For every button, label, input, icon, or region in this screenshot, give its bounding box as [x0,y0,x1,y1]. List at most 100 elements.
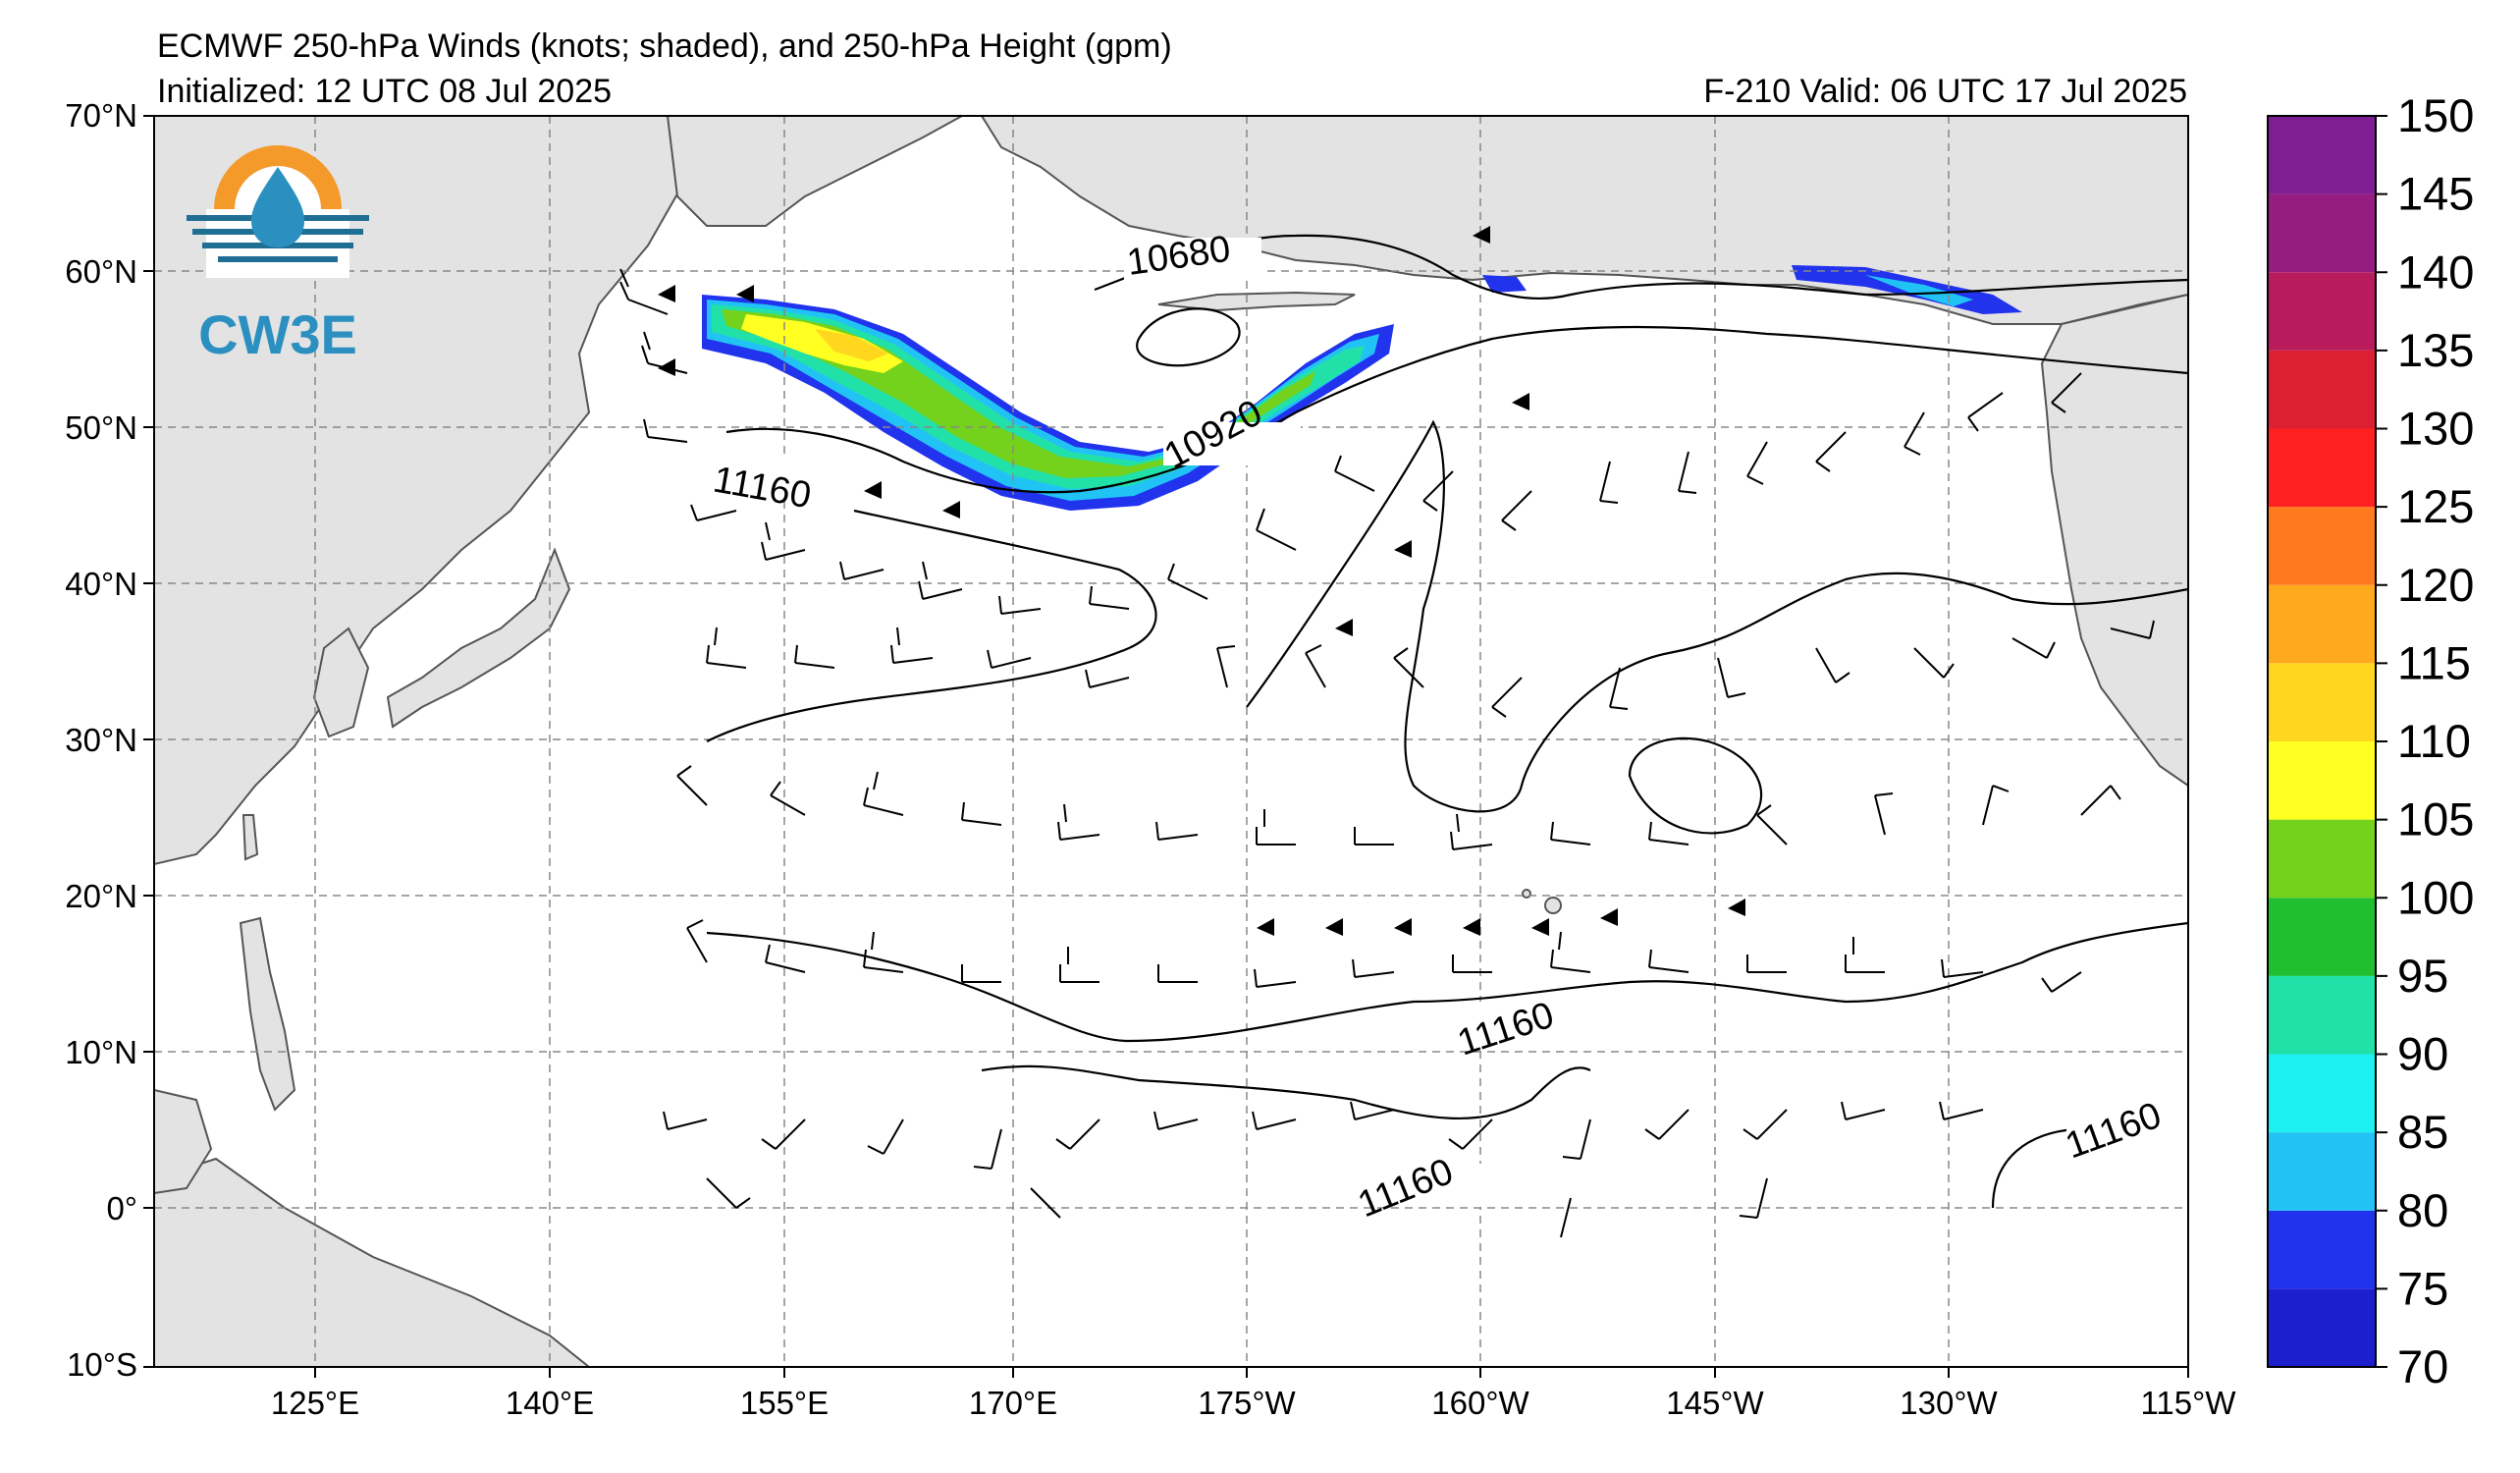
lon-ticks [314,1367,2189,1378]
wind-barb [1085,669,1130,688]
colorbar-tick-label: 110 [2397,715,2471,767]
wind-barb [1874,792,1894,836]
colorbar-labels: 70 75 80 85 90 95 100 105 110 115 120 125 130 135 140 1… [2397,89,2474,1392]
wind-barb [1939,1101,1984,1120]
wind-barb [1746,955,1787,973]
wind-barb [1057,803,1100,841]
wind-barb [1153,1111,1199,1130]
wind-barb [1350,1101,1395,1120]
wind-barb [863,931,904,973]
wind-barb [1560,1197,1572,1238]
wind-barb [1450,813,1493,850]
colorbar-tick-label: 100 [2397,871,2474,923]
wind-barb [619,268,669,315]
taiwan-land [241,814,259,861]
lat-label: 60°N [65,253,137,290]
wind-barb [1501,490,1532,531]
lon-label: 115°W [2141,1385,2237,1421]
wind-barb [973,1128,1002,1170]
wind-barb [1982,785,2010,826]
lat-label: 10°N [65,1034,137,1070]
wind-barb [987,649,1032,669]
lon-label: 155°E [740,1385,829,1421]
lat-label: 70°N [65,97,137,134]
wind-barb [1157,964,1198,983]
wind-barb [1059,947,1099,983]
lat-ticks [143,115,154,1368]
wind-barb [1354,827,1394,846]
wind-barb [2011,637,2056,659]
colorbar-tick-label: 95 [2397,950,2448,1002]
colorbar-tick-label: 150 [2397,89,2474,141]
colorbar-segment [2268,1132,2376,1211]
gulf-alaska-blue [1482,275,1527,293]
contour-11160-north [706,509,1157,742]
lat-label: 10°S [67,1346,137,1383]
wind-barb [1352,958,1395,978]
asia-land [154,116,689,866]
colorbar-segment [2268,663,2376,741]
colorbar-segment [2268,116,2376,194]
wind-barb [1216,645,1236,688]
map-frame [153,115,2189,1368]
wind-flag [1473,226,1490,244]
wind-barb [1452,955,1492,973]
wind-barb [1756,804,1788,846]
water-drop-sun-icon [251,167,304,247]
wind-barb [1167,563,1208,600]
colorbar-tick-label: 105 [2397,793,2474,846]
contour-11160-loop [1628,736,1763,835]
wind-barb [663,1111,708,1130]
wind-barb [1967,392,2004,432]
wind-barb [1550,931,1591,973]
wind-barb [839,561,885,580]
colorbar-tick-label: 125 [2397,480,2474,532]
wind-barb [1448,1118,1493,1150]
wind-flag [1335,619,1353,636]
colorbar-segment [2268,1288,2376,1367]
wind-barb [1491,677,1523,718]
lon-label: 170°E [969,1385,1057,1421]
lat-label: 30°N [65,722,137,758]
colorbar-tick-label: 85 [2397,1106,2448,1158]
wind-flag [1512,393,1529,410]
wind-barb [1609,667,1629,710]
wind-flag [1394,918,1412,936]
wind-flag [736,285,754,302]
wind-barb [1599,461,1619,504]
lat-label: 50°N [65,409,137,446]
valid-time: F-210 Valid: 06 UTC 17 Jul 2025 [1703,73,2187,110]
colorbar-tick-label: 115 [2397,636,2471,688]
colorbar-segment [2268,193,2376,273]
wind-barbs [619,268,2155,1238]
logo-text: CW3E [198,303,357,365]
wind-barb [1252,1111,1297,1130]
wind-barb [1739,1177,1768,1219]
wind-barb [1678,451,1697,494]
wind-flag [1463,918,1480,936]
lon-label: 145°W [1666,1385,1764,1421]
wind-barb [1334,455,1375,492]
contour-11160-ridge [1246,419,2188,813]
colorbar-tick-label: 90 [2397,1028,2448,1080]
wind-barb [863,771,904,816]
colorbar-segment [2268,350,2376,429]
wind-barb [706,627,747,669]
borneo-land [154,1088,213,1195]
wind-barb [1648,821,1689,846]
wind-barb [1422,470,1454,512]
wind-barb [1305,644,1326,688]
contour-10680 [1094,234,2188,300]
siberia-land [666,116,963,227]
wind-flags [658,226,1745,936]
wind-barb [1841,1101,1886,1120]
lat-label: 0° [106,1190,137,1227]
new-guinea-land [154,1157,591,1367]
wind-flag [1394,540,1412,558]
colorbar-segment [2268,584,2376,664]
wind-barb [1089,585,1130,610]
colorbar-segment [2268,272,2376,351]
contour-11160-equator [981,1064,1591,1119]
jet-band-orange [815,329,888,361]
wind-flag [1531,918,1549,936]
